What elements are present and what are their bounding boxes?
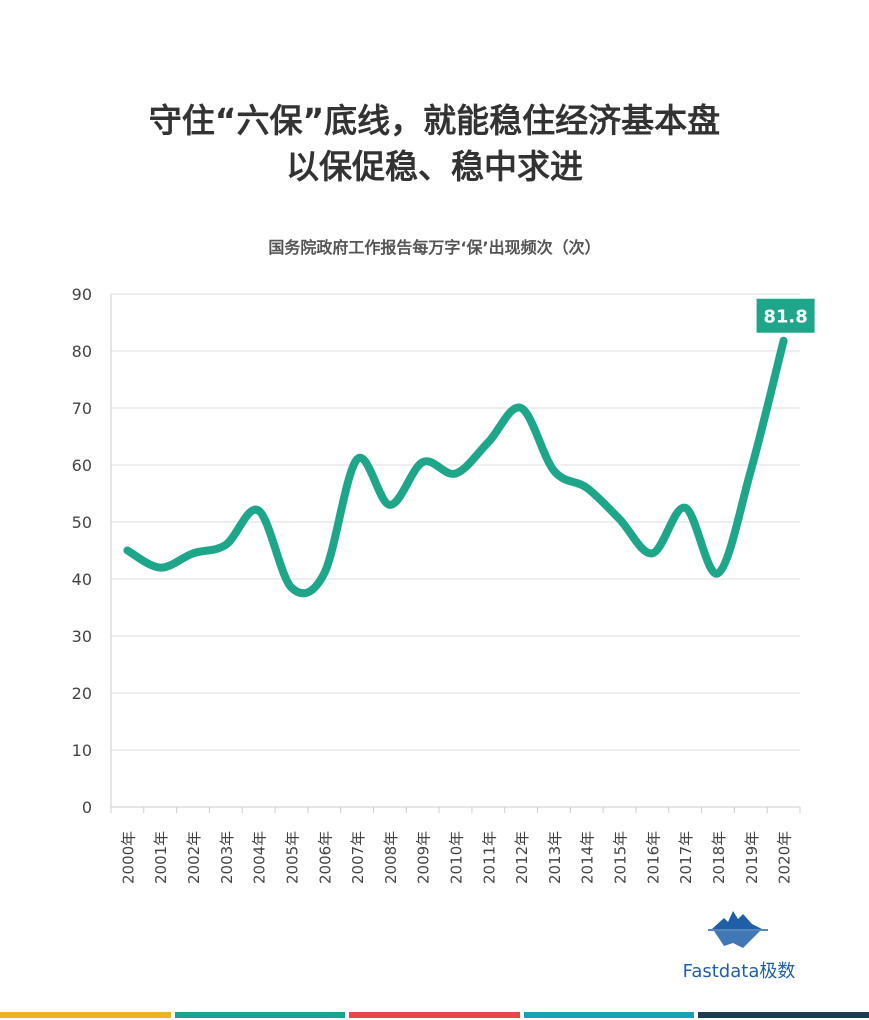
x-tick-label: 2010年 [448,831,466,884]
x-axis: 2000年 2001年 2002年 2003年 2004年 2005年 2006年 2007年… [110,294,801,884]
y-axis: 0 10 20 30 40 50 60 70 80 90 [72,285,92,817]
series-line [123,336,788,598]
x-tick-label: 2006年 [316,831,334,884]
bottom-color-bar [0,1012,869,1018]
chart-title: 国务院政府工作报告每万字‘保’出现频次（次） [268,238,601,257]
y-tick-label: 10 [72,741,92,760]
x-tick-label: 2018年 [710,831,728,884]
y-tick-label: 20 [72,684,92,703]
x-tick-label: 2001年 [152,831,170,884]
x-tick-label: 2017年 [677,831,695,884]
x-tick-label: 2008年 [382,831,400,884]
x-tick-label: 2014年 [579,831,597,884]
y-tick-label: 40 [72,570,92,589]
brand-name: Fastdata极数 [682,961,796,982]
x-tick-label: 2009年 [415,831,433,884]
series-layer [123,336,788,598]
headline-line-2: 以保促稳、稳中求进 [286,147,583,186]
brand-logo: Fastdata极数 [672,905,806,985]
iceberg-icon [708,911,768,948]
x-tick-label: 2000年 [119,831,137,884]
y-tick-label: 60 [72,456,92,475]
x-tick-label: 2019年 [743,831,761,884]
x-tick-label: 2011年 [480,831,498,884]
bottom-bar-segment [174,1012,346,1018]
bottom-bar-segment [0,1012,171,1018]
value-label-box [756,298,815,333]
y-tick-label: 50 [72,513,92,532]
headline: 守住“六保”底线，就能稳住经济基本盘 以保促稳、稳中求进 [0,98,869,190]
x-tick-label: 2007年 [349,831,367,884]
x-tick-label: 2016年 [644,831,662,884]
x-tick-label: 2015年 [612,831,630,884]
x-tick-label: 2002年 [185,831,203,884]
y-tick-label: 90 [72,285,92,304]
y-tick-label: 70 [72,399,92,418]
bottom-bar-segment [523,1012,695,1018]
x-tick-label: 2005年 [283,831,301,884]
y-tick-label: 0 [82,798,92,817]
x-tick-label: 2004年 [251,831,269,884]
annotation-layer: 81.8 [756,298,815,333]
x-tick-label: 2003年 [218,831,236,884]
y-tick-label: 30 [72,627,92,646]
grid-layer [111,293,800,808]
x-tick-label: 2013年 [546,831,564,884]
line-chart: 0 10 20 30 40 50 60 70 80 90 2000年 2001年 2002年 2003年… [72,285,815,884]
value-label: 81.8 [763,307,807,328]
x-tick-label: 2020年 [776,831,794,884]
bottom-bar-segment [349,1012,520,1018]
bottom-bar-segment [698,1012,869,1018]
y-tick-label: 80 [72,342,92,361]
headline-line-1: 守住“六保”底线，就能稳住经济基本盘 [148,101,721,140]
x-tick-label: 2012年 [513,831,531,884]
